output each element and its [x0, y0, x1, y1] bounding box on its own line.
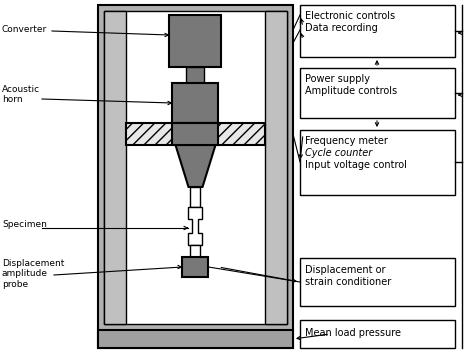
Text: strain conditioner: strain conditioner [305, 277, 391, 287]
Text: Acoustic
horn: Acoustic horn [2, 85, 40, 104]
Polygon shape [98, 330, 293, 348]
Text: Electronic controls: Electronic controls [305, 11, 395, 21]
Polygon shape [300, 320, 455, 348]
Text: Power supply: Power supply [305, 74, 370, 84]
Polygon shape [191, 187, 201, 207]
Polygon shape [104, 11, 126, 324]
Polygon shape [191, 245, 201, 257]
Polygon shape [186, 67, 204, 83]
Text: Data recording: Data recording [305, 23, 378, 33]
Text: Mean load pressure: Mean load pressure [305, 328, 401, 338]
Text: Converter: Converter [2, 25, 47, 34]
Text: Frequency meter: Frequency meter [305, 136, 388, 146]
Polygon shape [300, 5, 455, 57]
Text: Specimen: Specimen [2, 220, 47, 229]
Text: Displacement or: Displacement or [305, 265, 385, 275]
Text: Cycle counter: Cycle counter [305, 148, 372, 158]
Text: Amplitude controls: Amplitude controls [305, 86, 397, 96]
Polygon shape [126, 123, 265, 145]
Polygon shape [189, 207, 202, 245]
Text: Displacement
amplitude
probe: Displacement amplitude probe [2, 259, 64, 289]
Polygon shape [173, 83, 219, 123]
Polygon shape [300, 68, 455, 118]
Polygon shape [104, 11, 287, 324]
Polygon shape [170, 15, 221, 67]
Text: Input voltage control: Input voltage control [305, 160, 407, 170]
Polygon shape [300, 258, 455, 306]
Polygon shape [265, 11, 287, 324]
Polygon shape [300, 130, 455, 195]
Polygon shape [98, 5, 293, 348]
Polygon shape [173, 123, 219, 145]
Polygon shape [182, 257, 209, 277]
Polygon shape [175, 145, 216, 187]
